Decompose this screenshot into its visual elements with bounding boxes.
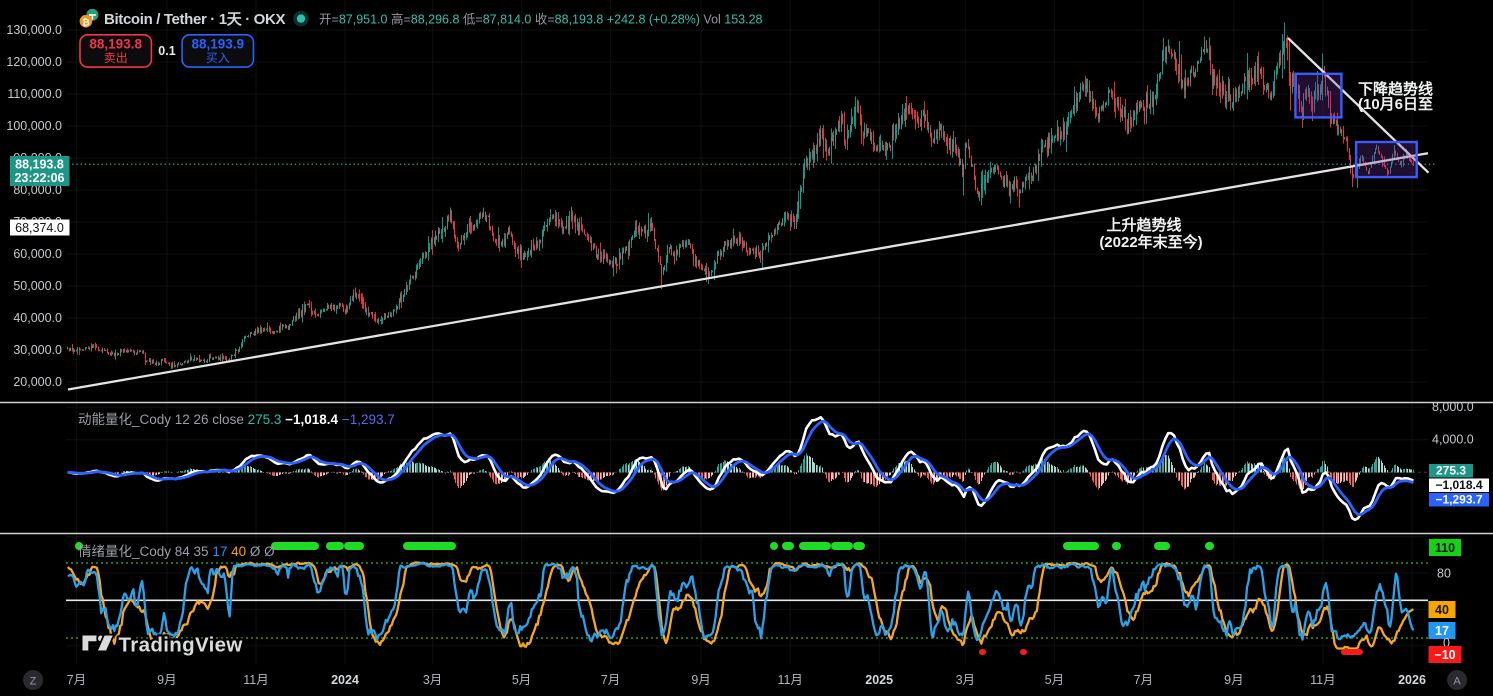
svg-text:110,000.0: 110,000.0	[7, 87, 62, 101]
svg-text:11月: 11月	[1310, 673, 1335, 687]
svg-text:100,000.0: 100,000.0	[6, 119, 62, 133]
svg-text:50,000.0: 50,000.0	[13, 279, 62, 293]
svg-text:120,000.0: 120,000.0	[6, 55, 62, 69]
svg-text:卖出: 卖出	[104, 51, 128, 65]
svg-text:开=87,951.0 高=88,296.8 低=87,8: 开=87,951.0 高=88,296.8 低=87,814.0 收=88,19…	[319, 12, 763, 27]
svg-text:−1,293.7: −1,293.7	[1435, 493, 1482, 507]
svg-text:60,000.0: 60,000.0	[13, 247, 62, 261]
svg-text:4,000.0: 4,000.0	[1432, 433, 1474, 447]
svg-text:(10月6日至: (10月6日至	[1358, 96, 1433, 113]
svg-text:11月: 11月	[777, 673, 802, 687]
svg-text:Bitcoin / Tether · 1天 · OKX: Bitcoin / Tether · 1天 · OKX	[104, 11, 285, 28]
svg-text:−10: −10	[1434, 648, 1455, 662]
svg-text:30,000.0: 30,000.0	[13, 343, 62, 357]
svg-text:130,000.0: 130,000.0	[6, 23, 62, 37]
svg-text:7月: 7月	[67, 673, 86, 687]
svg-text:68,374.0: 68,374.0	[15, 221, 64, 235]
svg-text:17: 17	[1435, 624, 1449, 638]
svg-text:20,000.0: 20,000.0	[13, 375, 62, 389]
svg-text:11月: 11月	[243, 673, 268, 687]
svg-text:3月: 3月	[423, 673, 442, 687]
svg-text:上升趋势线: 上升趋势线	[1106, 216, 1181, 234]
svg-text:9月: 9月	[1224, 673, 1243, 687]
svg-text:−1,018.4: −1,018.4	[1435, 478, 1482, 492]
svg-text:5月: 5月	[1045, 673, 1064, 687]
svg-text:2024: 2024	[331, 673, 359, 687]
svg-text:3月: 3月	[956, 673, 975, 687]
svg-text:88,193.8: 88,193.8	[15, 158, 64, 172]
svg-text:88,193.9: 88,193.9	[192, 37, 245, 52]
svg-text:80: 80	[1437, 567, 1451, 581]
svg-text:A: A	[1453, 676, 1461, 688]
svg-text:88,193.8: 88,193.8	[89, 37, 142, 52]
svg-text:23:22:06: 23:22:06	[14, 171, 64, 185]
svg-text:2025: 2025	[865, 673, 893, 687]
svg-text:0.1: 0.1	[158, 44, 175, 58]
svg-text:7月: 7月	[1134, 673, 1153, 687]
svg-text:8,000.0: 8,000.0	[1432, 400, 1474, 414]
svg-text:110: 110	[1435, 541, 1455, 555]
svg-text:(2022年末至今): (2022年末至今)	[1099, 233, 1202, 251]
svg-text:2026: 2026	[1398, 673, 1426, 687]
svg-text:5月: 5月	[512, 673, 531, 687]
svg-text:情绪量化_Cody 84 35 17 40 Ø Ø: 情绪量化_Cody 84 35 17 40 Ø Ø	[78, 544, 275, 559]
svg-text:动能量化_Cody 12 26 close 275.3: 动能量化_Cody 12 26 close 275.3 −1,018.4 −1,…	[78, 412, 395, 427]
svg-text:40: 40	[1435, 603, 1449, 617]
svg-text:7月: 7月	[601, 673, 620, 687]
svg-text:下降趋势线: 下降趋势线	[1358, 80, 1433, 98]
svg-text:买入: 买入	[206, 51, 230, 65]
svg-text:Z: Z	[30, 676, 37, 688]
svg-text:9月: 9月	[157, 673, 176, 687]
svg-text:80,000.0: 80,000.0	[13, 183, 62, 197]
svg-text:TradingView: TradingView	[119, 634, 243, 657]
svg-text:0: 0	[1443, 636, 1450, 650]
svg-text:₿: ₿	[82, 17, 90, 28]
svg-text:40,000.0: 40,000.0	[13, 311, 62, 325]
svg-text:275.3: 275.3	[1436, 464, 1466, 478]
svg-text:9月: 9月	[691, 673, 710, 687]
